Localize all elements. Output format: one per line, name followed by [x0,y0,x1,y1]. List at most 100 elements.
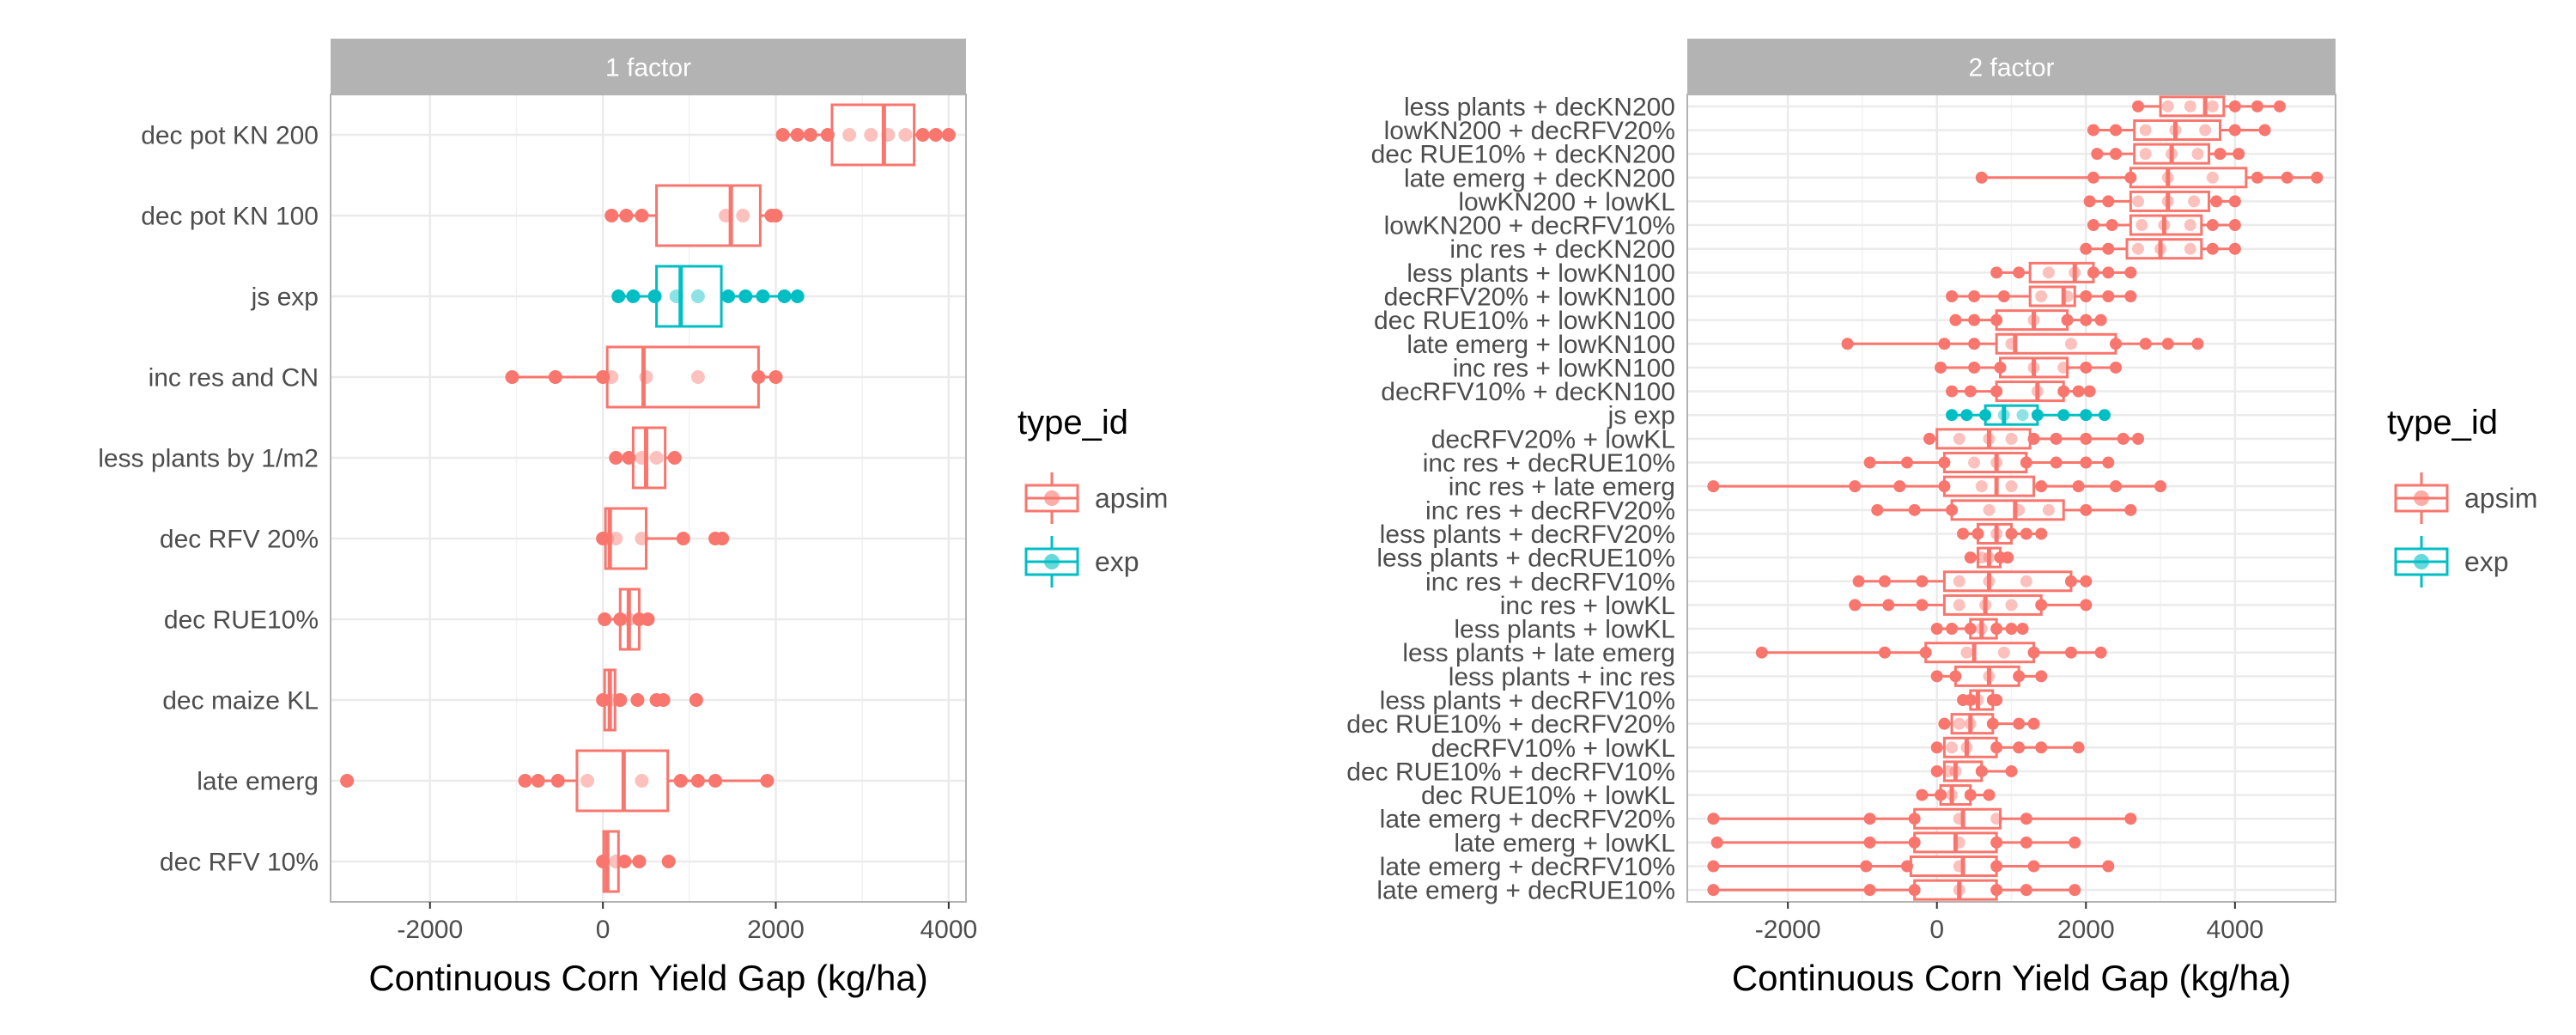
data-point [2002,551,2014,564]
data-point [609,451,623,465]
x-axis-title: Continuous Corn Yield Gap (kg/ha) [1732,958,2291,998]
category-label: less plants + decKN200 [1404,93,1675,121]
data-point [2161,100,2174,113]
category-label: inc res + lowKN100 [1453,354,1675,382]
data-point [2136,219,2148,232]
data-point [667,451,682,465]
data-point [2102,242,2115,255]
data-point [1949,670,1962,683]
data-point [2050,456,2063,469]
legend-label: apsim [1095,483,1168,514]
boxplot-less-plants-decrfv10- [1957,689,2003,711]
data-point [2042,266,2055,279]
boxplot-less-plants-late-emerg [1755,642,2107,664]
data-point [1755,646,1768,659]
data-point [2013,670,2026,683]
data-point [1994,361,2007,374]
category-label: late emerg + decKN200 [1404,164,1675,192]
data-point [2251,100,2263,113]
data-point [1946,788,1959,801]
data-point [1849,480,1862,493]
data-point [719,209,733,222]
data-point [1852,575,1865,588]
data-point [1949,764,1962,777]
data-point [2139,148,2152,161]
data-point [2005,623,2018,636]
x-tick-label: 4000 [920,916,977,944]
data-point [656,693,671,707]
category-label: js exp [251,283,319,312]
data-point [915,128,930,142]
category-label: dec RUE10% + lowKL [1421,782,1675,810]
x-tick-label: 0 [596,916,611,944]
boxplot-less-plants-decrfv20- [1957,522,2048,545]
iqr-box [604,507,647,570]
data-point [1990,456,2003,469]
data-point [2091,148,2104,161]
data-point [2027,432,2040,445]
data-point [2228,242,2241,255]
data-point [2109,148,2122,161]
iqr-box [2028,261,2095,283]
data-point [1971,694,1984,706]
iqr-box [605,345,760,409]
data-point [2132,100,2145,113]
data-point [596,693,611,707]
data-point [1997,290,2010,302]
data-point [1990,741,2003,754]
data-point [2031,385,2044,398]
data-point [1893,480,1906,493]
data-point [1863,456,1876,469]
data-point [1919,646,1932,659]
data-point [1871,503,1884,516]
category-label: dec pot KN 200 [141,122,319,150]
data-point [2020,456,2032,469]
data-point [1707,813,1720,825]
data-point [820,128,835,142]
data-point [1983,788,1996,801]
boxplot-less-plants-lowkn100 [1990,261,2137,283]
data-point [2027,717,2040,730]
boxplot-late-emerg-lowkn100 [1841,332,2204,355]
boxplot-inc-res-lowkl [1849,594,2093,616]
boxplot-inc-res-lowkn100 [1935,356,2122,379]
category-label: less plants + inc res [1449,663,1675,691]
legend-label: exp [1095,546,1139,577]
data-point [1986,717,1999,730]
data-point [1964,551,1977,564]
boxplot-js-exp [611,265,805,328]
data-point [1968,290,1981,302]
data-point [673,774,688,788]
data-point [2083,385,2096,398]
data-point [2139,124,2152,137]
data-point [1707,884,1720,897]
x-tick-label: 4000 [2206,916,2263,944]
data-point [2020,575,2032,588]
data-point [1983,503,1996,516]
data-point [2206,171,2219,184]
data-point [2035,741,2048,754]
data-point [2013,741,2026,754]
data-point [635,532,649,545]
legend-key-point [1044,490,1060,506]
data-point [864,128,878,142]
data-point [1908,836,1921,849]
data-point [1953,813,1965,825]
data-point [1960,741,1973,754]
data-point [1983,670,1996,683]
data-point [2080,575,2093,588]
data-point [2210,195,2223,208]
data-point [635,209,649,222]
data-point [1878,575,1891,588]
category-label: inc res + decRUE10% [1423,449,1675,478]
data-point [769,370,783,384]
data-point [2013,503,2026,516]
data-point [1707,480,1720,493]
data-point [2020,884,2032,897]
boxplot-inc-res-decrfv20- [1871,499,2137,521]
data-point [1707,860,1720,873]
data-point [2251,171,2263,184]
legend-label: apsim [2464,483,2537,514]
